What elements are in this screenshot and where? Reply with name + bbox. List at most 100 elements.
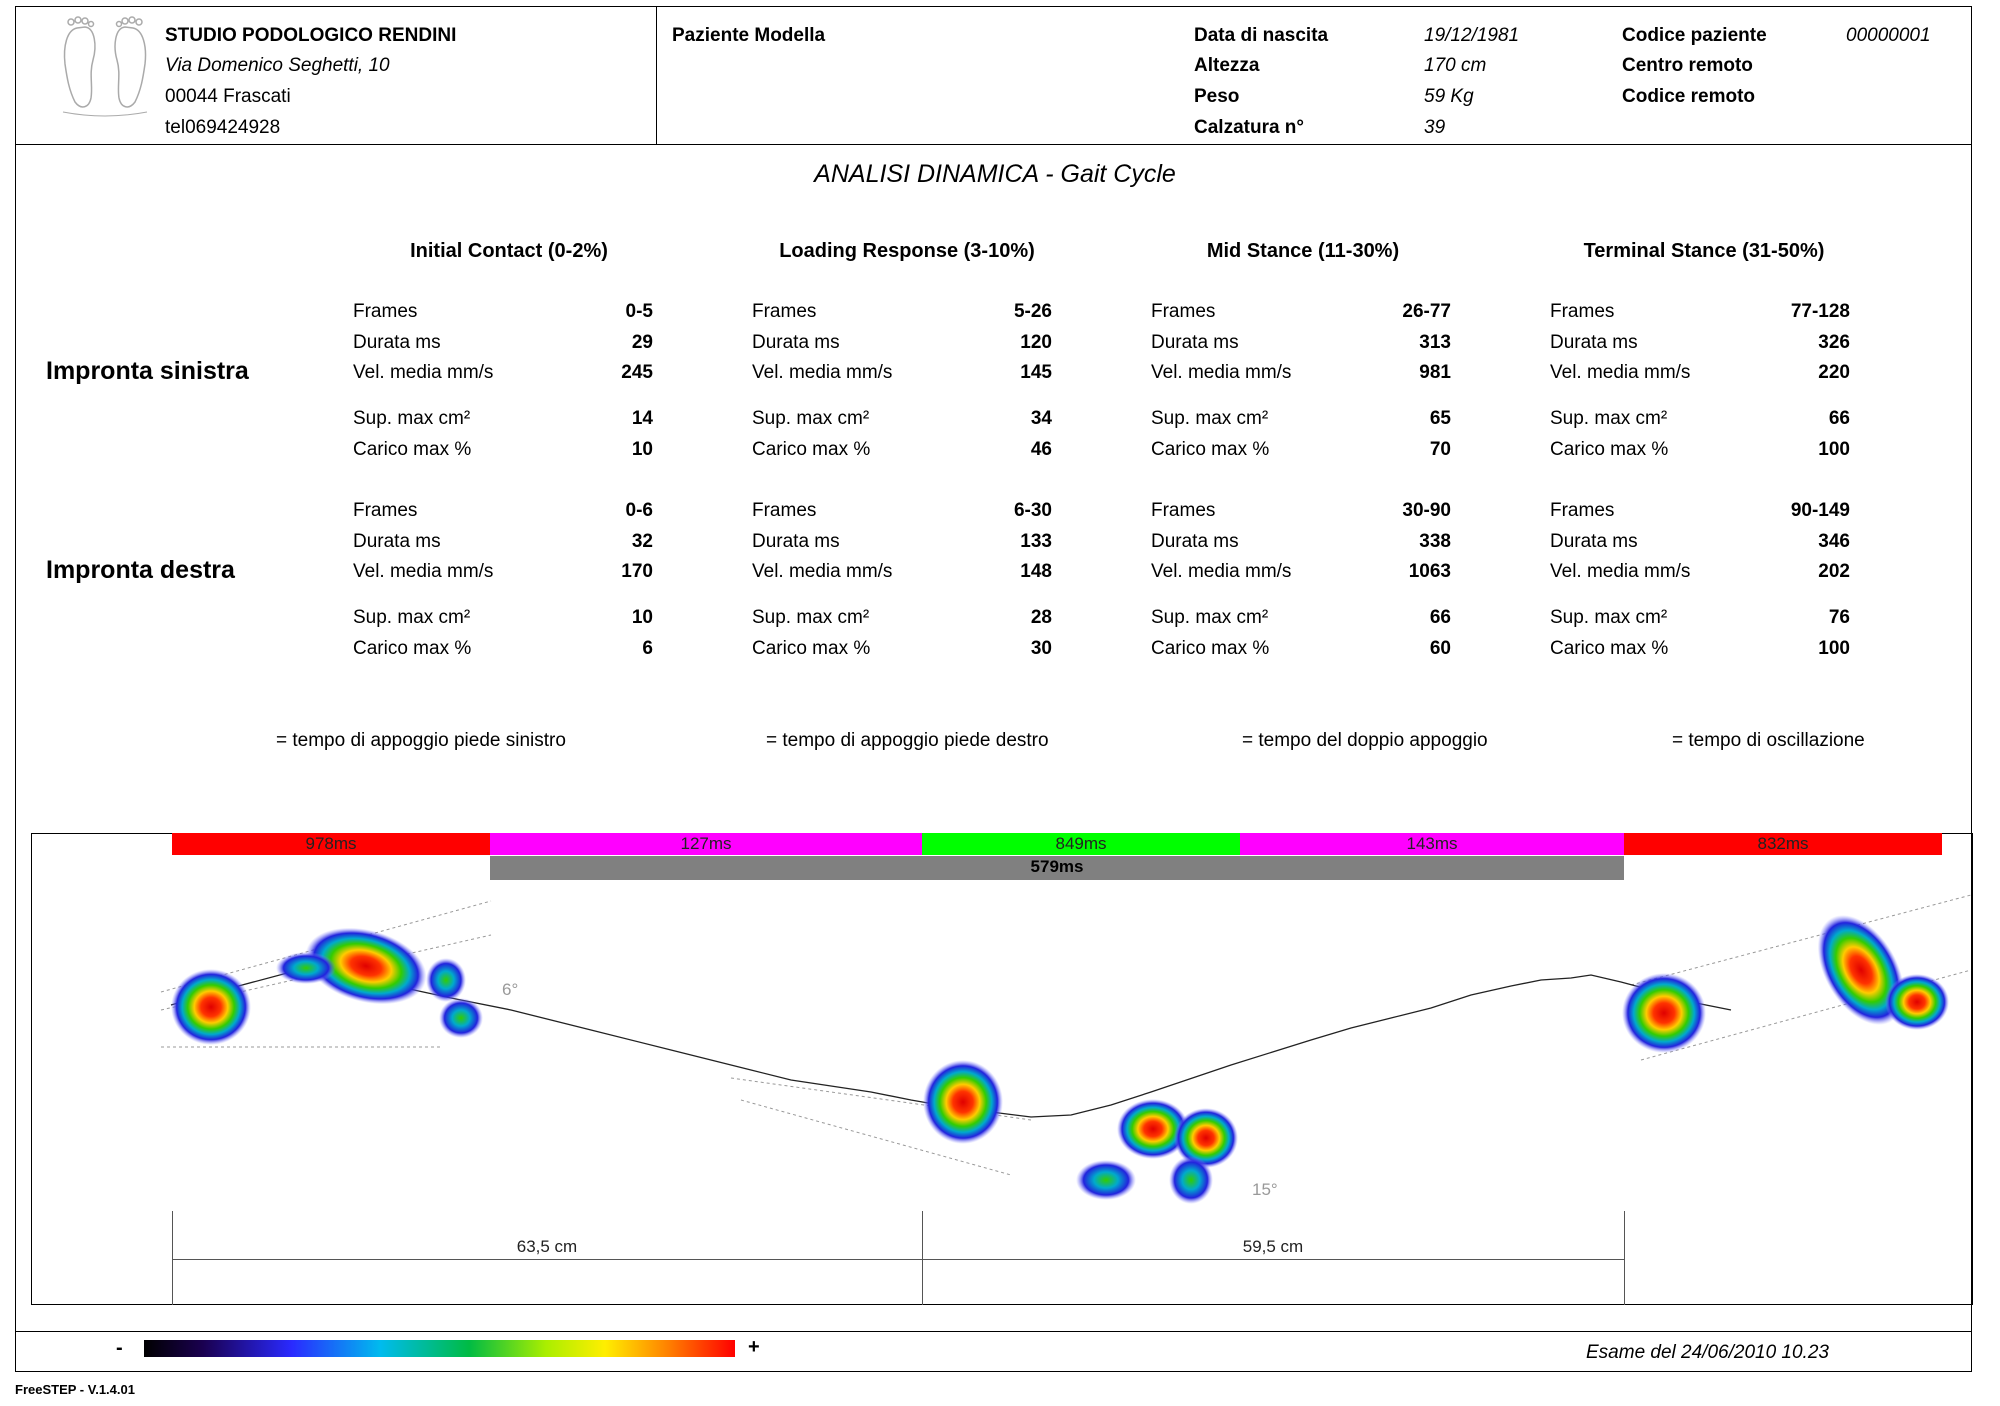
birthdate-value: 19/12/1981: [1424, 25, 1520, 46]
table-row: Frames 0-5: [353, 300, 653, 324]
patient-code-value: 00000001: [1846, 25, 1931, 46]
pressure-heel-right: [923, 1060, 1003, 1144]
header-right-border: [1971, 6, 1972, 144]
frame-left-border: [15, 144, 16, 1332]
phase-title-loading-response: Loading Response (3-10%): [779, 240, 1035, 262]
row-label: Vel. media mm/s: [752, 362, 893, 383]
table-row: Frames 5-26: [752, 300, 1052, 324]
table-row: Sup. max cm² 76: [1550, 606, 1850, 630]
row-value: 32: [631, 531, 653, 552]
row-label: Frames: [752, 500, 817, 521]
angle-right: 15°: [1252, 1180, 1278, 1199]
row-label: Durata ms: [752, 531, 840, 552]
row-label: Sup. max cm²: [353, 607, 471, 628]
row-value: 60: [1429, 638, 1451, 659]
row-value: 6: [642, 638, 653, 659]
table-row: Carico max % 10: [353, 438, 653, 462]
table-row: Carico max % 6: [353, 637, 653, 661]
row-value: 313: [1419, 332, 1451, 353]
table-row: Vel. media mm/s 981: [1151, 361, 1451, 385]
row-label: Durata ms: [353, 332, 441, 353]
row-value: 145: [1020, 362, 1052, 383]
clinic-name: STUDIO PODOLOGICO RENDINI: [165, 25, 457, 46]
table-row: Carico max % 100: [1550, 438, 1850, 462]
row-label: Sup. max cm²: [1550, 408, 1668, 429]
row-label: Sup. max cm²: [752, 607, 870, 628]
row-label: Sup. max cm²: [1151, 408, 1269, 429]
row-label: Durata ms: [353, 531, 441, 552]
table-row: Durata ms 326: [1550, 331, 1850, 355]
timeline-left-stance-segment: 978ms: [172, 833, 490, 855]
table-row: Vel. media mm/s 202: [1550, 560, 1850, 584]
row-label: Vel. media mm/s: [1151, 561, 1292, 582]
table-row: Durata ms 338: [1151, 530, 1451, 554]
row-label: Frames: [1151, 301, 1216, 322]
row-value: 6-30: [1013, 500, 1052, 521]
stride-length-right: 59,5 cm: [1242, 1237, 1304, 1256]
table-row: Vel. media mm/s 1063: [1151, 560, 1451, 584]
row-value: 26-77: [1402, 301, 1451, 322]
patient-code-label: Codice paziente: [1622, 25, 1767, 46]
birthdate-label: Data di nascita: [1194, 25, 1329, 46]
row-value: 1063: [1408, 561, 1451, 582]
pressure-heel-left-2: [1622, 973, 1706, 1053]
pressure-toes2-left-1: [426, 958, 466, 1002]
row-value: 0-6: [625, 500, 653, 521]
table-row: Sup. max cm² 14: [353, 407, 653, 431]
table-row: Vel. media mm/s 148: [752, 560, 1052, 584]
table-row: Sup. max cm² 28: [752, 606, 1052, 630]
timeline-double-support-segment: 849ms: [922, 833, 1240, 855]
row-value: 100: [1818, 439, 1850, 460]
table-row: Durata ms 29: [353, 331, 653, 355]
scale-minus: -: [116, 1337, 123, 1359]
row-value: 0-5: [625, 301, 653, 322]
timeline-right-stance-segment: 127ms: [490, 833, 922, 855]
patient-name: Paziente Modella: [672, 25, 826, 46]
legend-swing: = tempo di oscillazione: [1672, 730, 1865, 751]
frame-bottom-border: [15, 1371, 1972, 1372]
frame-lower-divider: [15, 1331, 1972, 1332]
exam-date: Esame del 24/06/2010 10.23: [1586, 1342, 1829, 1363]
shoe-size-value: 39: [1424, 117, 1446, 138]
table-row: Sup. max cm² 10: [353, 606, 653, 630]
row-value: 981: [1419, 362, 1451, 383]
row-value: 338: [1419, 531, 1451, 552]
row-value: 100: [1818, 638, 1850, 659]
clinic-city: 00044 Frascati: [165, 86, 291, 107]
report-title: ANALISI DINAMICA - Gait Cycle: [814, 160, 1176, 188]
table-row: Vel. media mm/s 245: [353, 361, 653, 385]
row-value: 220: [1818, 362, 1850, 383]
row-value: 34: [1030, 408, 1052, 429]
row-value: 148: [1020, 561, 1052, 582]
row-value: 76: [1828, 607, 1850, 628]
row-label: Sup. max cm²: [353, 408, 471, 429]
shoe-size-label: Calzatura n°: [1194, 117, 1305, 138]
row-value: 66: [1828, 408, 1850, 429]
table-row: Frames 77-128: [1550, 300, 1850, 324]
pressure-toes-left-1: [439, 998, 483, 1038]
row-label: Carico max %: [353, 439, 472, 460]
pressure-forefoot-left-1: [305, 927, 427, 1005]
row-value: 66: [1429, 607, 1451, 628]
row-label: Durata ms: [1151, 531, 1239, 552]
ruler-tick-2: [922, 1211, 923, 1305]
row-label: Vel. media mm/s: [1550, 362, 1691, 383]
height-value: 170 cm: [1424, 55, 1487, 76]
footer-right-border: [1971, 1331, 1972, 1372]
ruler-tick-3: [1624, 1211, 1625, 1305]
angle-left: 6°: [502, 980, 519, 999]
legend-left-stance: = tempo di appoggio piede sinistro: [276, 730, 566, 751]
table-row: Durata ms 313: [1151, 331, 1451, 355]
clinic-address: Via Domenico Seghetti, 10: [165, 55, 390, 76]
row-value: 5-26: [1013, 301, 1052, 322]
row-value: 202: [1818, 561, 1850, 582]
timeline-right-stance-segment-2: 143ms: [1240, 833, 1624, 855]
table-row: Vel. media mm/s 145: [752, 361, 1052, 385]
footer-left-border: [15, 1331, 16, 1372]
row-label: Carico max %: [1151, 439, 1270, 460]
table-row: Carico max % 46: [752, 438, 1052, 462]
timeline-swing-segment: 579ms: [490, 856, 1624, 880]
row-value: 10: [631, 607, 653, 628]
row-label: Frames: [752, 301, 817, 322]
phase-title-initial-contact: Initial Contact (0-2%): [410, 240, 608, 262]
